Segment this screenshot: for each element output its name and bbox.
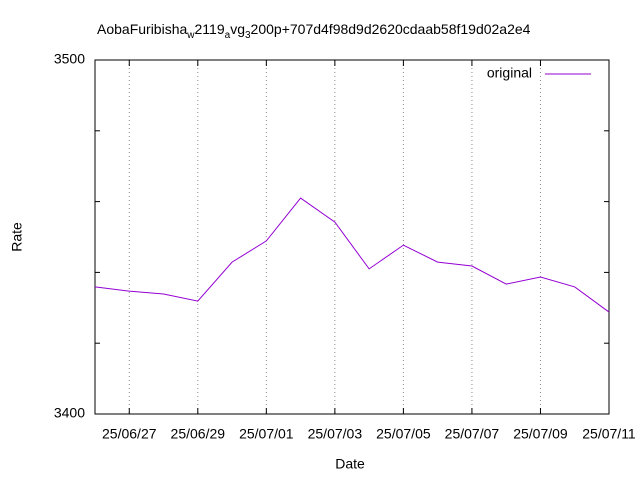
legend-label: original [487,65,532,81]
title-part: 200p+707d4f98d9d2620cdaab58f19d02a2e4 [251,21,531,37]
title-subscript: 3 [245,30,251,41]
x-tick-label: 25/07/07 [445,426,500,442]
x-tick-label: 25/06/27 [102,426,157,442]
x-tick-label: 25/07/11 [582,426,636,442]
series-line [94,197,610,313]
plot-border [94,59,610,415]
y-axis-label: Rate [9,222,25,252]
y-tick-label: 3400 [54,405,85,421]
x-tick-label: 25/06/29 [171,426,226,442]
x-tick-label: 25/07/05 [376,426,431,442]
x-axis-label: Date [335,456,365,472]
title-subscript: a [225,30,231,41]
title-part: 2119 [195,21,225,37]
title-part: AobaFuribisha [97,21,187,37]
x-tick-label: 25/07/03 [308,426,363,442]
x-tick-label: 25/07/01 [239,426,294,442]
title-subscript: w [186,30,195,41]
chart-title: AobaFuribishaw2119avg3200p+707d4f98d9d26… [97,21,531,41]
y-tick-label: 3500 [54,51,85,67]
x-tick-label: 25/07/09 [513,426,568,442]
title-part: vg [230,21,245,37]
